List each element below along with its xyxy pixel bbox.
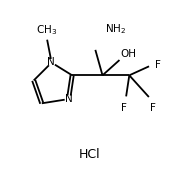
Text: CH$_3$: CH$_3$ — [36, 23, 57, 37]
Text: N: N — [65, 94, 72, 104]
Text: OH: OH — [120, 49, 136, 59]
Text: F: F — [150, 103, 156, 113]
Text: HCl: HCl — [79, 148, 101, 161]
Text: NH$_2$: NH$_2$ — [105, 22, 126, 36]
Text: F: F — [121, 103, 127, 113]
Text: F: F — [155, 60, 161, 70]
Text: N: N — [47, 57, 55, 67]
